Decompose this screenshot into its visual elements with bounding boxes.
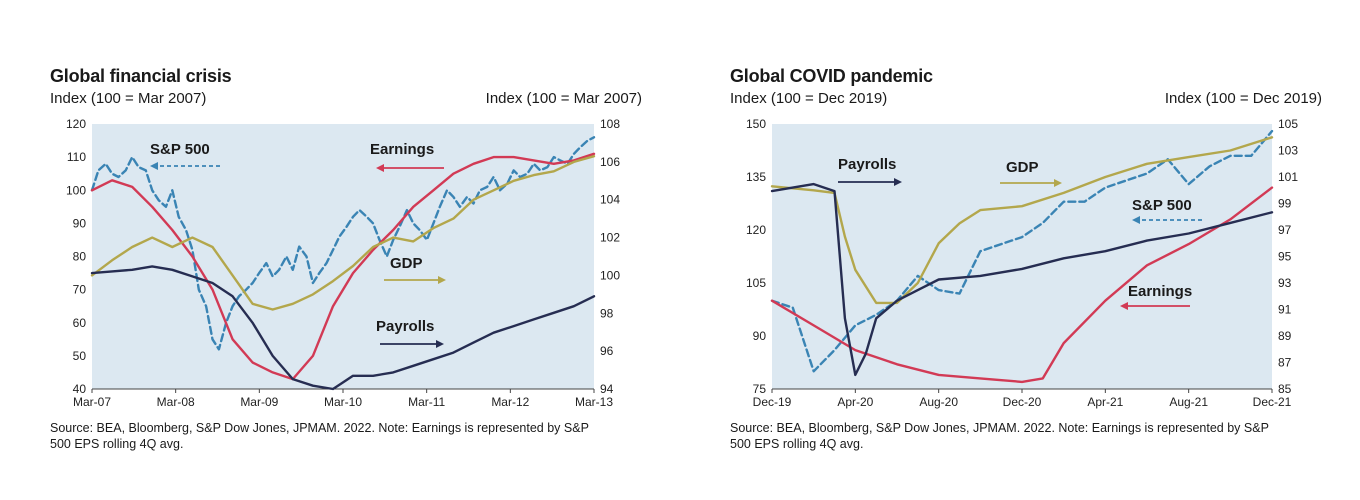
y-left-tick-label: 90 (73, 216, 87, 230)
y-right-tick-label: 100 (600, 268, 620, 282)
chart-covid: 75 90 105 120 135 150 85 87 89 91 93 95 97 99 101 103 10… (746, 117, 1298, 409)
x-tick-label: Dec-19 (753, 395, 792, 409)
y-right-tick-label: 87 (1278, 356, 1292, 370)
y-left-tick-label: 70 (73, 283, 87, 297)
x-tick-label: Mar-07 (73, 395, 111, 409)
y-right-tick-label: 91 (1278, 303, 1292, 317)
x-tick-label: Mar-11 (408, 395, 445, 409)
series-line-payrolls (90, 265, 596, 391)
y-right-tick-label: 105 (1278, 117, 1298, 131)
plot-area (772, 124, 1272, 389)
right-axis-title: Index (100 = Dec 2019) (1164, 90, 1322, 107)
y-right-tick-label: 85 (1278, 382, 1292, 396)
y-left-tick-label: 100 (66, 183, 86, 197)
x-tick-label: Mar-10 (324, 395, 362, 409)
y-right-tick-label: 108 (600, 117, 620, 131)
y-right-tick-label: 101 (1278, 170, 1298, 184)
y-left-tick-label: 75 (753, 382, 767, 396)
x-tick-label: Mar-08 (157, 395, 195, 409)
series-label-gdp: GDP (390, 255, 423, 272)
y-left-tick-label: 120 (746, 223, 766, 237)
series-label-sp-500: S&P 500 (1132, 197, 1192, 214)
series-label-payrolls: Payrolls (838, 156, 896, 173)
y-left-tick-label: 120 (66, 117, 86, 131)
series-line-sp-500 (90, 136, 596, 351)
x-tick-label: Aug-21 (1169, 395, 1208, 409)
chart-title: Global COVID pandemic (730, 66, 933, 86)
series-line-payrolls (770, 182, 1274, 377)
y-right-tick-label: 93 (1278, 276, 1292, 290)
source-note: Source: BEA, Bloomberg, S&P Dow Jones, J… (730, 421, 1269, 451)
x-tick-label: Mar-12 (491, 395, 529, 409)
y-right-tick-label: 89 (1278, 329, 1292, 343)
series-label-payrolls: Payrolls (376, 318, 434, 335)
x-tick-label: Mar-13 (575, 395, 613, 409)
series-label-earnings: Earnings (1128, 283, 1192, 300)
source-note: Source: BEA, Bloomberg, S&P Dow Jones, J… (50, 421, 589, 451)
y-left-tick-label: 40 (73, 382, 87, 396)
x-tick-label: Apr-20 (837, 395, 873, 409)
x-tick-label: Aug-20 (919, 395, 958, 409)
y-left-tick-label: 50 (73, 349, 87, 363)
y-left-tick-label: 105 (746, 276, 766, 290)
y-left-tick-label: 90 (753, 329, 767, 343)
y-right-tick-label: 99 (1278, 197, 1292, 211)
y-right-tick-label: 95 (1278, 250, 1292, 264)
right-axis-title: Index (100 = Mar 2007) (485, 90, 642, 107)
y-left-tick-label: 150 (746, 117, 766, 131)
series-line-earnings (90, 152, 596, 381)
plot-area (92, 124, 594, 389)
chart-panel-gfc: Global financial crisis Index (100 = Mar… (42, 62, 642, 482)
y-right-tick-label: 96 (600, 344, 614, 358)
x-tick-label: Dec-21 (1253, 395, 1292, 409)
chart-panel-covid: Global COVID pandemic Index (100 = Dec 2… (722, 62, 1322, 482)
y-right-tick-label: 97 (1278, 223, 1292, 237)
series-label-earnings: Earnings (370, 141, 434, 158)
x-tick-label: Mar-09 (240, 395, 278, 409)
y-left-tick-label: 110 (67, 150, 86, 164)
y-right-tick-label: 104 (600, 193, 620, 207)
series-line-gdp (770, 136, 1274, 305)
chart-title: Global financial crisis (50, 66, 232, 86)
y-left-tick-label: 60 (73, 316, 87, 330)
left-axis-title: Index (100 = Dec 2019) (730, 90, 888, 107)
y-right-tick-label: 98 (600, 306, 614, 320)
series-line-earnings (770, 186, 1274, 384)
y-right-tick-label: 103 (1278, 144, 1298, 158)
series-line-sp-500 (770, 129, 1274, 373)
y-right-tick-label: 102 (600, 231, 620, 245)
y-right-tick-label: 106 (600, 155, 620, 169)
x-tick-label: Apr-21 (1087, 395, 1123, 409)
left-axis-title: Index (100 = Mar 2007) (50, 90, 207, 107)
x-tick-label: Dec-20 (1003, 395, 1042, 409)
y-right-tick-label: 94 (600, 382, 614, 396)
series-label-sp-500: S&P 500 (150, 141, 210, 158)
chart-gfc: 40 50 60 70 80 90 100 110 120 94 96 98 100 102 104 106 1… (66, 117, 620, 409)
y-left-tick-label: 135 (746, 170, 766, 184)
series-line-gdp (90, 155, 596, 311)
series-label-gdp: GDP (1006, 159, 1039, 176)
y-left-tick-label: 80 (73, 250, 87, 264)
